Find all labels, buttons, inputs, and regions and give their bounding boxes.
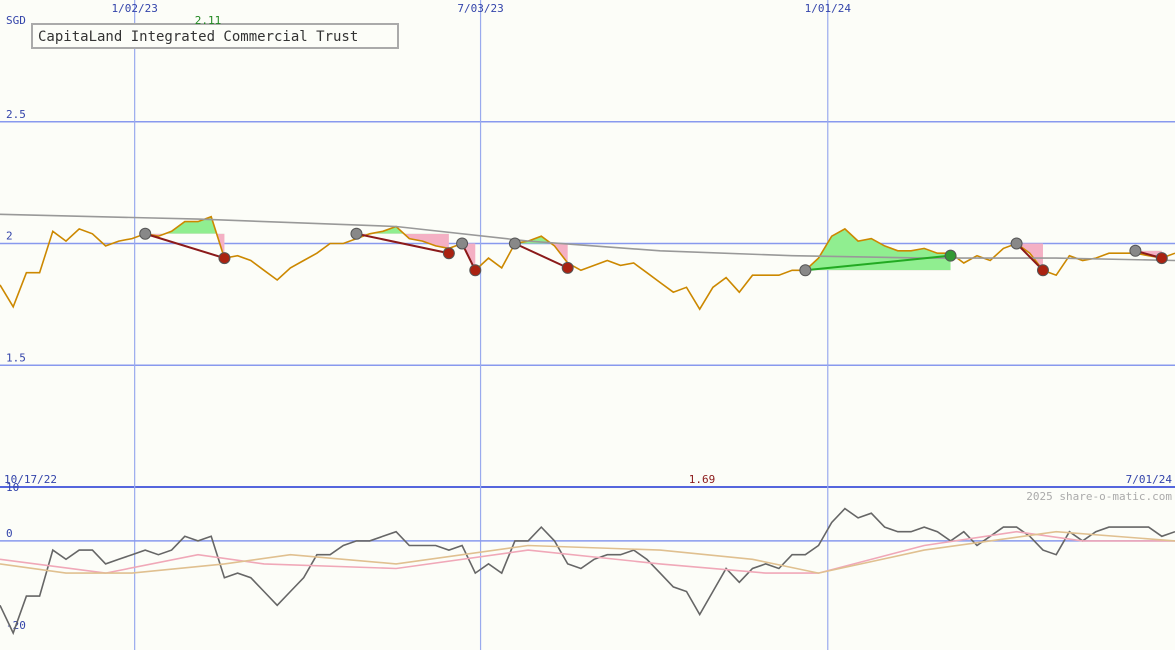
entry-marker (456, 237, 469, 250)
x-tick-label: 1/02/23 (111, 2, 157, 15)
y-tick-label: 2.5 (6, 108, 26, 121)
series-line (0, 213, 1175, 262)
entry-marker (350, 227, 363, 240)
trade-band (1016, 243, 1043, 271)
entry-marker (508, 237, 521, 250)
entry-marker (139, 227, 152, 240)
exit-marker (561, 261, 574, 274)
series-line (0, 215, 1175, 311)
trade-band (514, 243, 568, 263)
low-label: 1.69 (689, 473, 716, 486)
trade-line (1015, 242, 1044, 271)
y-tick-label: 0 (6, 527, 13, 540)
y-tick-label: 1.5 (6, 351, 26, 364)
x-tick-label: 7/03/23 (457, 2, 503, 15)
end-date: 7/01/24 (1126, 473, 1173, 486)
x-tick-label: 1/01/24 (805, 2, 852, 15)
watermark: 2025 share-o-matic.com (1026, 490, 1172, 503)
exit-marker (944, 249, 957, 262)
trade-line (514, 242, 569, 269)
trade-band (145, 216, 225, 234)
series-line (0, 530, 1175, 574)
trade-line (805, 254, 951, 272)
trade-band (356, 233, 449, 249)
y-tick-label: 10 (6, 481, 19, 494)
entry-marker (799, 264, 812, 277)
y-unit: SGD (6, 14, 26, 27)
series-line (0, 507, 1175, 636)
exit-marker (1155, 252, 1168, 265)
trade-line (144, 232, 225, 260)
entry-marker (1129, 244, 1142, 257)
high-label: 2.11 (195, 14, 222, 27)
legend-box (31, 23, 399, 49)
chart-title: CapitaLand Integrated Commercial Trust (38, 29, 358, 45)
exit-marker (1036, 264, 1049, 277)
entry-marker (1010, 237, 1023, 250)
exit-marker (442, 247, 455, 260)
start-date: 10/17/22 (4, 473, 57, 486)
exit-marker (218, 252, 231, 265)
series-line (0, 530, 1175, 574)
y-tick-label: 2 (6, 230, 13, 243)
exit-marker (469, 264, 482, 277)
trade-line (356, 232, 450, 255)
